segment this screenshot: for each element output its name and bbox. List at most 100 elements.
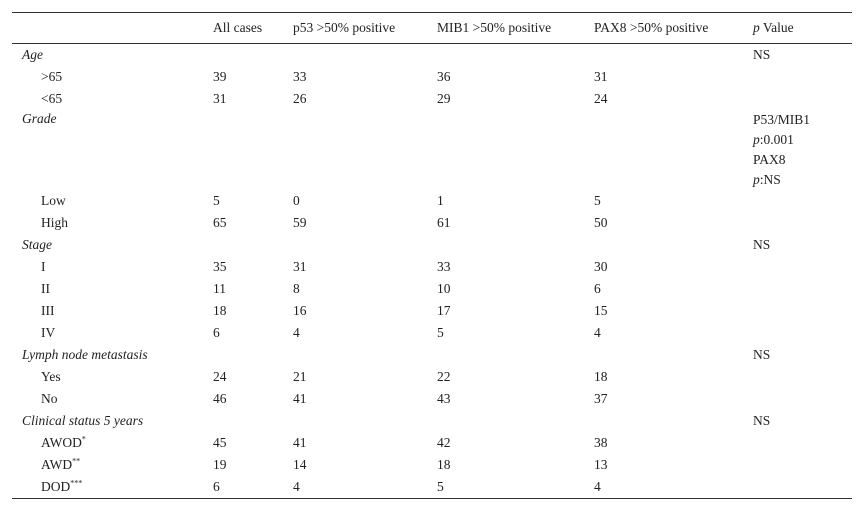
table-row: <65 31 26 29 24 — [12, 88, 852, 110]
label-text: Lymph node metastasis — [22, 347, 148, 362]
value: 11 — [213, 281, 226, 296]
value-cell: 26 — [293, 88, 437, 110]
row-label: Yes — [12, 366, 213, 388]
value-cell — [437, 344, 594, 366]
table-row: III 18 16 17 15 — [12, 300, 852, 322]
value-cell — [213, 410, 293, 432]
row-label: >65 — [12, 66, 213, 88]
text: Value — [759, 20, 794, 35]
value: 45 — [213, 435, 227, 450]
value-cell: 33 — [437, 256, 594, 278]
value-cell: 4 — [594, 322, 753, 344]
value-cell: 31 — [213, 88, 293, 110]
value: 5 — [437, 479, 444, 494]
value-cell — [594, 410, 753, 432]
italic-text: p — [753, 132, 760, 147]
value-cell: 42 — [437, 432, 594, 454]
value: 6 — [213, 479, 220, 494]
value-cell — [213, 110, 293, 190]
value: 17 — [437, 303, 451, 318]
text: p53 >50% positive — [293, 20, 396, 35]
value-cell: 29 — [437, 88, 594, 110]
value-cell: 24 — [213, 366, 293, 388]
p-value: NS — [753, 347, 771, 362]
row-label: Low — [12, 190, 213, 212]
p-value: NS — [753, 237, 771, 252]
value-cell: 22 — [437, 366, 594, 388]
text: PAX8 >50% positive — [594, 20, 709, 35]
label-text: AWD — [41, 457, 73, 472]
table-body: Age NS >65 39 33 36 31 <65 31 26 29 24 Grade P53/MIB1… — [12, 44, 852, 499]
label-text: Age — [22, 47, 43, 62]
value: 39 — [213, 69, 227, 84]
value-cell: 1 — [437, 190, 594, 212]
value-cell — [437, 110, 594, 190]
value-cell: 65 — [213, 212, 293, 234]
value-cell: 13 — [594, 454, 753, 476]
value: 31 — [293, 259, 307, 274]
table-row: Lymph node metastasis NS — [12, 344, 852, 366]
p-value-cell: P53/MIB1 p:0.001 PAX8 p:NS — [753, 110, 852, 190]
label-text: No — [41, 391, 58, 406]
p-value-cell — [753, 66, 852, 88]
footnote-mark: ** — [72, 456, 81, 466]
value: 21 — [293, 369, 307, 384]
row-label: IV — [12, 322, 213, 344]
value-cell: 5 — [594, 190, 753, 212]
p-value-cell — [753, 300, 852, 322]
label-text: IV — [41, 325, 56, 340]
p-value-cell — [753, 366, 852, 388]
text: P53/MIB1 — [753, 112, 811, 127]
value: 29 — [437, 91, 451, 106]
value: 42 — [437, 435, 451, 450]
p-value-cell — [753, 322, 852, 344]
p-value-cell — [753, 88, 852, 110]
value: 14 — [293, 457, 307, 472]
value-cell: 8 — [293, 278, 437, 300]
value: 22 — [437, 369, 451, 384]
value-cell: 10 — [437, 278, 594, 300]
value-cell: 4 — [293, 476, 437, 499]
value: 6 — [594, 281, 601, 296]
value-cell: 6 — [213, 476, 293, 499]
text: :0.001 — [759, 132, 794, 147]
p-value-cell — [753, 432, 852, 454]
table-row: I 35 31 33 30 — [12, 256, 852, 278]
value: 1 — [437, 193, 444, 208]
value-cell: 19 — [213, 454, 293, 476]
value: 35 — [213, 259, 227, 274]
p-value-cell — [753, 476, 852, 499]
header-cell: MIB1 >50% positive — [437, 12, 594, 44]
header-cell: All cases — [213, 12, 293, 44]
p-value-line: P53/MIB1 — [753, 110, 852, 130]
header-cell: p53 >50% positive — [293, 12, 437, 44]
section-label: Age — [12, 44, 213, 67]
value-cell — [213, 344, 293, 366]
value-cell — [594, 44, 753, 67]
section-label: Lymph node metastasis — [12, 344, 213, 366]
p-value-cell — [753, 212, 852, 234]
label-text: High — [41, 215, 68, 230]
value-cell: 4 — [293, 322, 437, 344]
header-cell: PAX8 >50% positive — [594, 12, 753, 44]
value: 43 — [437, 391, 451, 406]
value-cell: 6 — [213, 322, 293, 344]
value-cell — [213, 44, 293, 67]
label-text: Stage — [22, 237, 52, 252]
label-text: Clinical status 5 years — [22, 413, 144, 428]
value-cell: 50 — [594, 212, 753, 234]
value-cell: 16 — [293, 300, 437, 322]
value-cell: 18 — [594, 366, 753, 388]
value-cell: 24 — [594, 88, 753, 110]
p-value-cell — [753, 388, 852, 410]
value: 30 — [594, 259, 608, 274]
value-cell: 14 — [293, 454, 437, 476]
table-row: AWOD* 45 41 42 38 — [12, 432, 852, 454]
value: 18 — [213, 303, 227, 318]
table-row: II 11 8 10 6 — [12, 278, 852, 300]
label-text: >65 — [41, 69, 63, 84]
italic-text: p — [753, 20, 760, 35]
value: 13 — [594, 457, 608, 472]
row-label: II — [12, 278, 213, 300]
value-cell: 30 — [594, 256, 753, 278]
